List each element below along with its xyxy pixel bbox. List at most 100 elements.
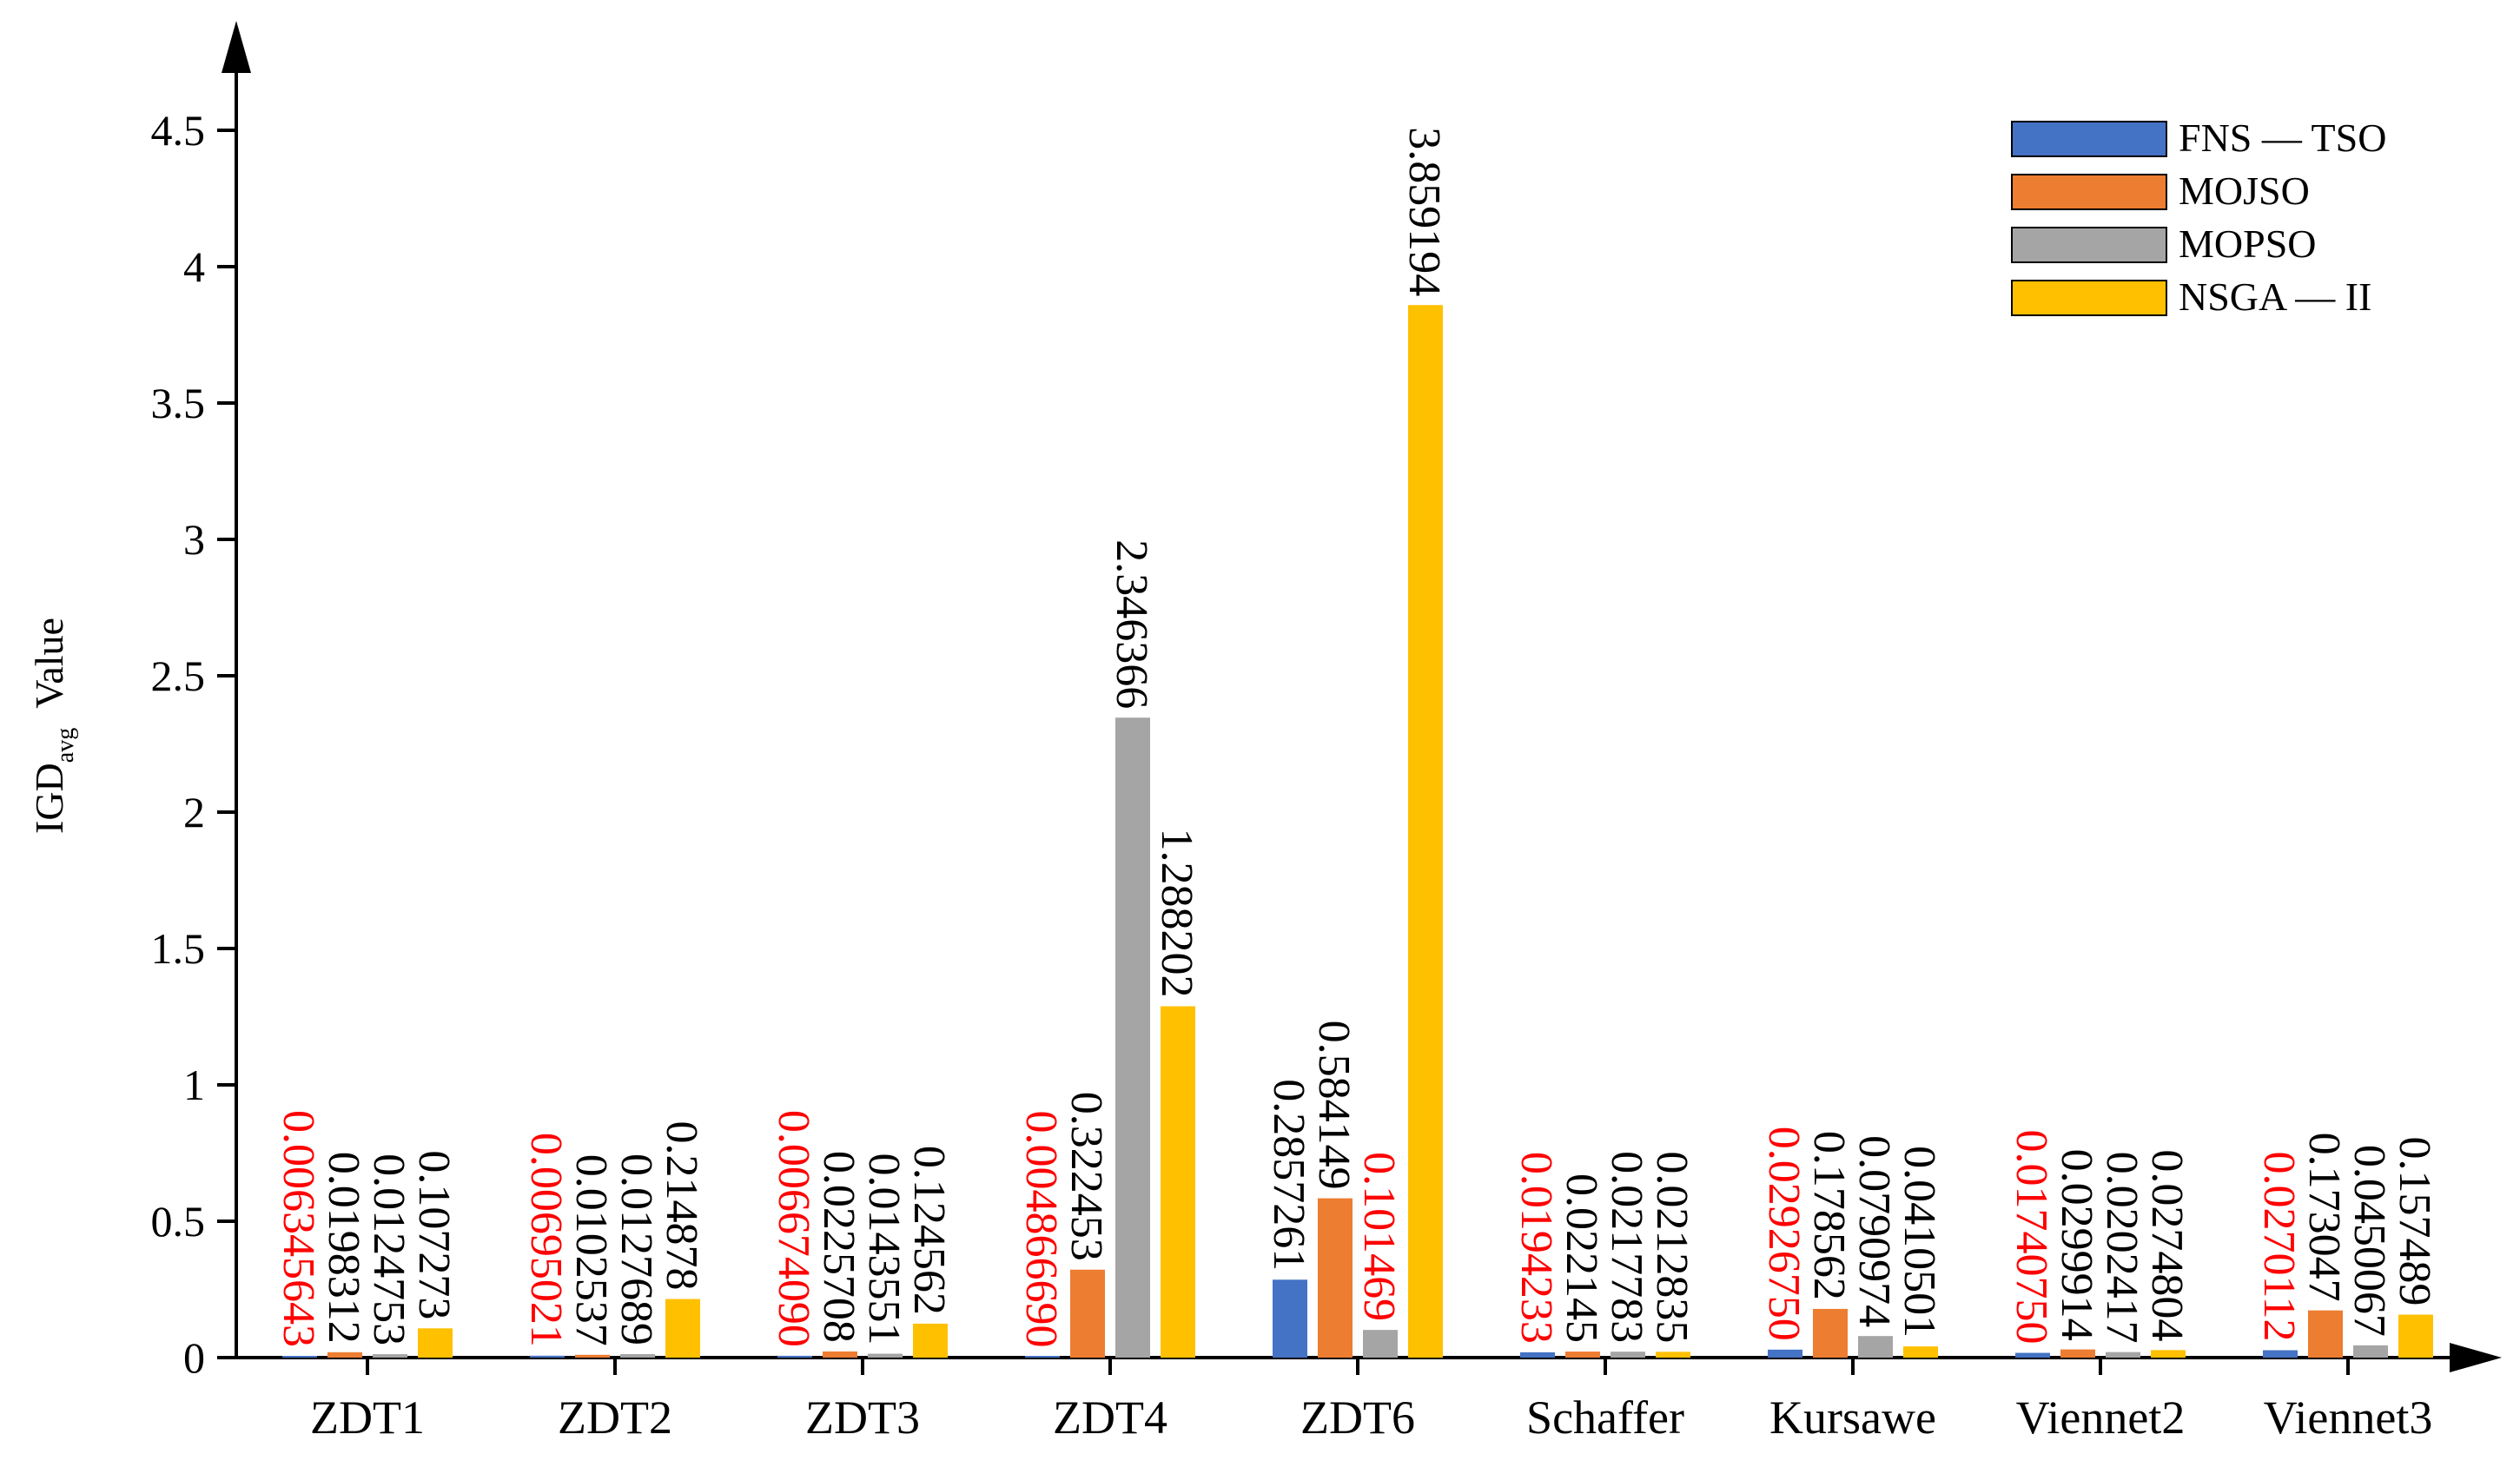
x-tick-label: ZDT1 [310,1391,425,1444]
bar-value-label: 0.107273 [409,1150,459,1319]
x-tick-label: ZDT3 [805,1391,920,1444]
bar [1903,1346,1938,1358]
y-tick-label: 4.5 [151,106,206,155]
bar [1656,1352,1690,1358]
bar [2263,1350,2298,1358]
bar-value-label: 0.0270112 [2254,1151,2304,1341]
x-axis-arrow [2450,1343,2502,1372]
y-axis-arrow [222,21,251,73]
legend-swatch [2011,174,2167,210]
bar-value-label: 0.0198312 [319,1152,368,1344]
bar-value-label: 3.859194 [1399,127,1449,296]
y-axis-title-text: IGDavg Value [27,618,79,834]
bar-value-label: 0.0299914 [2052,1149,2101,1341]
y-axis-title: IGDavg Value [27,618,79,834]
y-tick-label: 1.5 [151,924,206,973]
bar-value-label: 0.0450067 [2345,1145,2394,1337]
legend-swatch [2011,280,2167,316]
bar [913,1323,948,1358]
bar [2353,1345,2388,1358]
bar [1858,1336,1893,1358]
y-tick-label: 2.5 [151,651,206,700]
bar-value-label: 0.01740750 [2007,1130,2056,1345]
bar [1161,1006,1195,1358]
bar-value-label: 0.173047 [2299,1133,2349,1302]
legend-label: MOPSO [2179,221,2317,266]
bar [1565,1352,1600,1358]
bar [327,1352,362,1358]
bar [1408,305,1443,1358]
bar-value-label: 0.0127689 [612,1153,661,1345]
bar-value-label: 0.0202417 [2097,1152,2146,1344]
bar [2308,1310,2343,1358]
bar-value-label: 0.0143551 [859,1153,909,1345]
bar-value-label: 0.0217783 [1602,1151,1651,1343]
bar-value-label: 0.157489 [2390,1137,2439,1306]
x-tick-label: ZDT4 [1053,1391,1167,1444]
bar-value-label: 2.346366 [1107,539,1156,709]
bar [823,1351,857,1358]
y-tick-label: 3 [183,515,205,564]
bar-value-label: 0.214878 [657,1121,706,1291]
bar [1611,1352,1645,1358]
bar-value-label: 0.004866690 [1016,1110,1066,1347]
bar [575,1354,610,1358]
bar [1070,1269,1105,1358]
bar-value-label: 0.006674090 [769,1110,818,1347]
bar-value-label: 0.0274804 [2142,1149,2192,1341]
bar [282,1356,317,1358]
bar [373,1354,407,1358]
bar-value-label: 0.178562 [1804,1131,1854,1300]
bar-value-label: 0.0212835 [1647,1151,1697,1343]
y-tick-label: 1 [183,1061,205,1109]
x-tick-label: Viennet2 [2016,1391,2186,1444]
y-title-subscript: avg [52,728,79,763]
bar [1318,1198,1353,1358]
bar [620,1353,655,1358]
bar [418,1328,453,1358]
bar [1025,1356,1060,1358]
bar-value-label: 0.0124753 [364,1153,413,1345]
bar-value-label: 0.124562 [904,1146,954,1315]
y-tick-label: 4 [183,242,205,291]
bar-value-label: 0.0410501 [1895,1146,1944,1338]
bar-value-label: 0.0225708 [814,1151,863,1343]
bar-value-label: 0.0790974 [1849,1135,1899,1327]
bar [868,1353,903,1358]
x-tick-label: ZDT6 [1300,1391,1415,1444]
bar-value-label: 0.02926750 [1759,1127,1809,1341]
bar [530,1355,565,1358]
legend-label: FNS — TSO [2179,116,2386,160]
y-title-main: IGD [27,763,71,834]
axes: 0 0.5 1 1.5 2 2.5 3 3.5 4 4.5 ZDT1 ZDT2 ZDT3 ZDT4 ZDT6… [151,21,2502,1444]
legend-label: MOJSO [2179,169,2310,213]
bar-value-label: 0.00695021 [521,1133,571,1347]
bar-value-label: 0.322453 [1062,1092,1111,1261]
bar-value-label: 0.2857261 [1264,1079,1313,1271]
bar [1115,717,1150,1358]
bar [2015,1352,2050,1358]
bar [2106,1352,2140,1358]
bar [1363,1330,1398,1358]
x-tick-label: ZDT2 [558,1391,672,1444]
x-tick-label: Viennet3 [2264,1391,2433,1444]
bar [2151,1350,2186,1358]
bar [777,1355,812,1358]
y-tick-label: 0 [183,1333,205,1382]
y-tick-label: 3.5 [151,379,206,427]
x-tick-label: Schaffer [1526,1391,1684,1444]
bar-value-label: 0.0102537 [566,1154,616,1346]
bar [1768,1349,1802,1358]
y-tick-label: 2 [183,788,205,836]
y-tick-label: 0.5 [151,1197,206,1246]
bar-value-label: 0.0194233 [1511,1152,1561,1344]
bar-value-label: 0.006345643 [274,1110,323,1347]
legend-label: NSGA — II [2179,274,2371,319]
bar [1273,1279,1307,1358]
legend-swatch [2011,121,2167,157]
bar [665,1299,700,1358]
bar-value-label: 1.288202 [1152,829,1201,998]
legend: FNS — TSO MOJSO MOPSO NSGA — II [2011,116,2386,319]
